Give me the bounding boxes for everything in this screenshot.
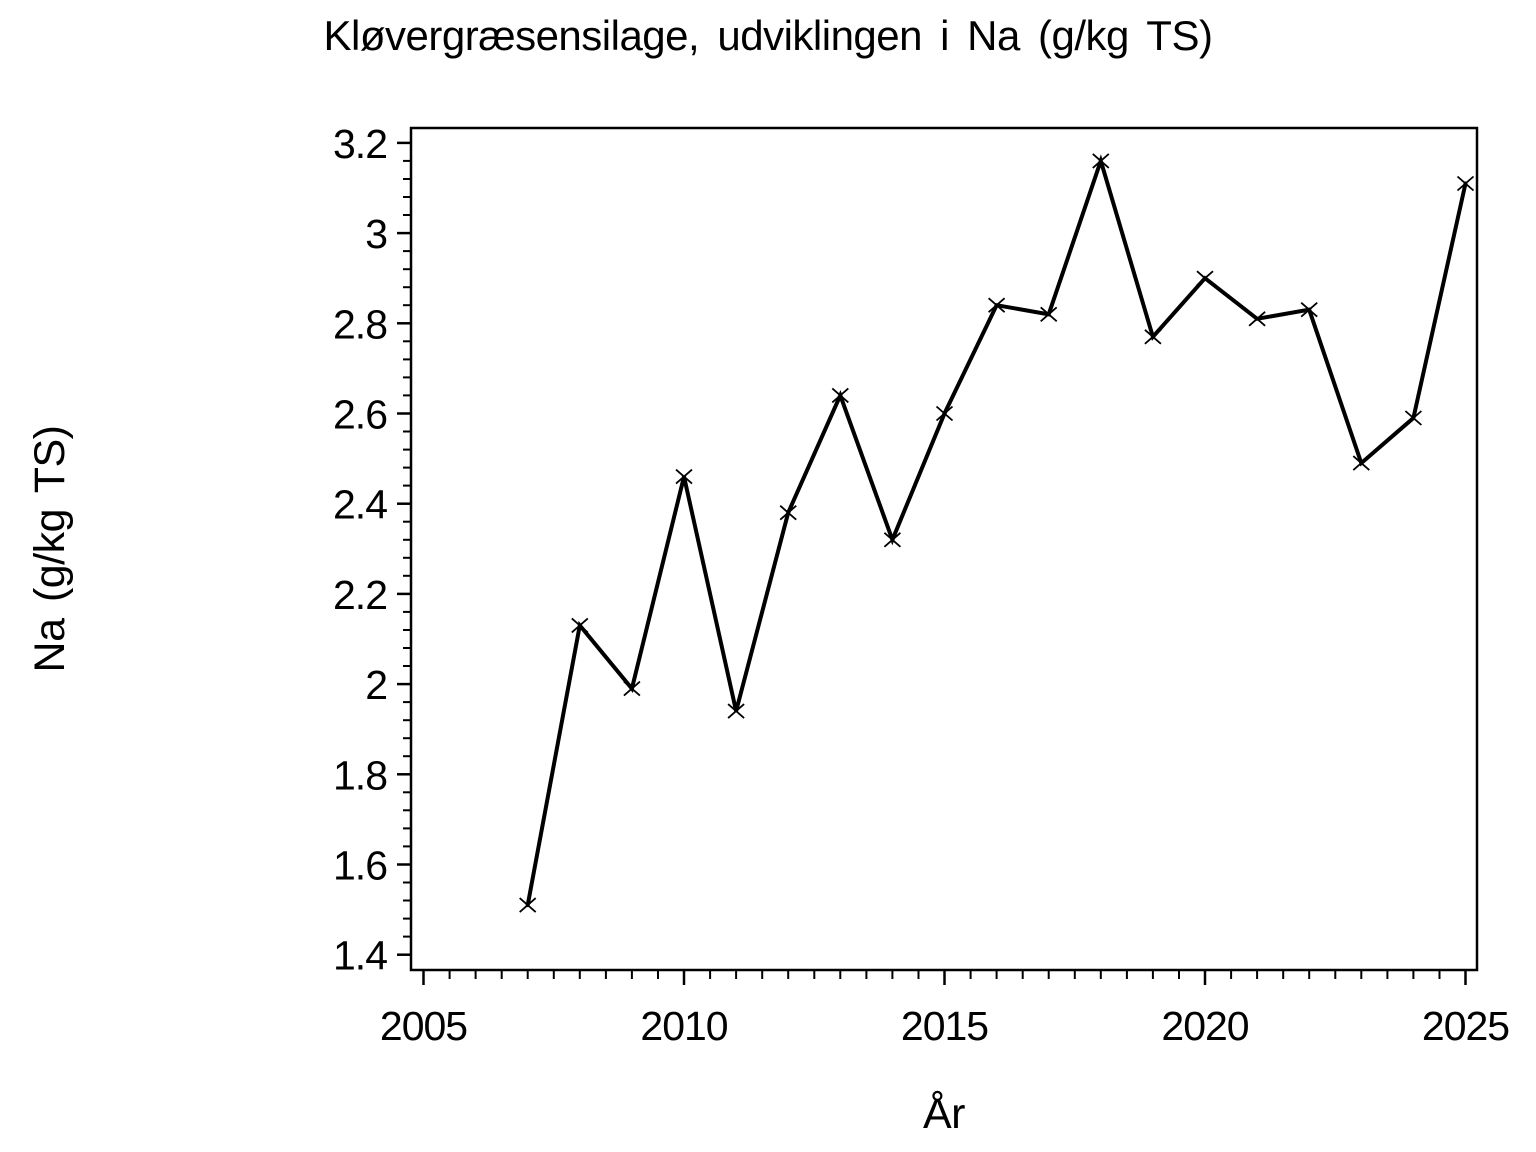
y-axis-ticks (397, 141, 411, 956)
x-tick-label: 2025 (1422, 1003, 1509, 1049)
y-tick-label: 2.2 (333, 572, 387, 618)
y-tick-label: 1.8 (333, 752, 387, 798)
y-tick-label: 3 (365, 211, 387, 257)
y-tick-label: 2.8 (333, 301, 387, 347)
y-axis-title: Na (g/kg TS) (26, 426, 74, 673)
data-point-marker (988, 297, 1006, 313)
data-point-marker (935, 405, 954, 422)
data-point-marker (1092, 153, 1110, 169)
data-point-marker (675, 468, 693, 485)
data-point-marker (1300, 302, 1318, 318)
data-point-marker (1352, 455, 1370, 471)
x-axis-title: År (923, 1090, 965, 1138)
data-point-marker (831, 387, 849, 404)
y-tick-label: 2.6 (333, 392, 387, 438)
data-point-marker (1456, 175, 1475, 192)
x-tick-label: 2015 (901, 1003, 988, 1049)
data-point-marker (623, 680, 641, 697)
data-point-marker (519, 897, 537, 913)
data-point-marker (1404, 410, 1422, 426)
y-tick-label: 1.4 (333, 933, 387, 979)
data-point-marker (1144, 329, 1162, 345)
x-tick-label: 2020 (1161, 1003, 1248, 1049)
data-point-marker (727, 703, 745, 719)
x-tick-label: 2010 (640, 1003, 727, 1049)
x-axis-ticks (422, 970, 1467, 985)
y-tick-label: 2.4 (333, 482, 387, 528)
x-axis-tick-labels: 2005 2010 2015 2020 2025 (380, 1003, 1510, 1049)
data-point-marker (571, 617, 589, 634)
data-point-marker (1248, 311, 1266, 327)
data-series (519, 153, 1475, 913)
chart-title: Kløvergræsensilage, udviklingen i Na (g/… (324, 12, 1213, 59)
plot-frame (409, 126, 1479, 972)
y-tick-label: 3.2 (333, 121, 387, 167)
y-tick-label: 2 (365, 662, 387, 708)
x-tick-label: 2005 (380, 1003, 467, 1049)
data-point-marker (779, 505, 797, 521)
y-tick-label: 1.6 (333, 843, 387, 889)
data-point-marker (883, 532, 901, 548)
data-point-marker (1196, 270, 1214, 286)
y-axis-tick-labels: 1.4 1.6 1.8 2 2.2 2.4 2.6 2.8 3 3.2 (333, 121, 388, 979)
data-point-marker (1040, 306, 1058, 322)
